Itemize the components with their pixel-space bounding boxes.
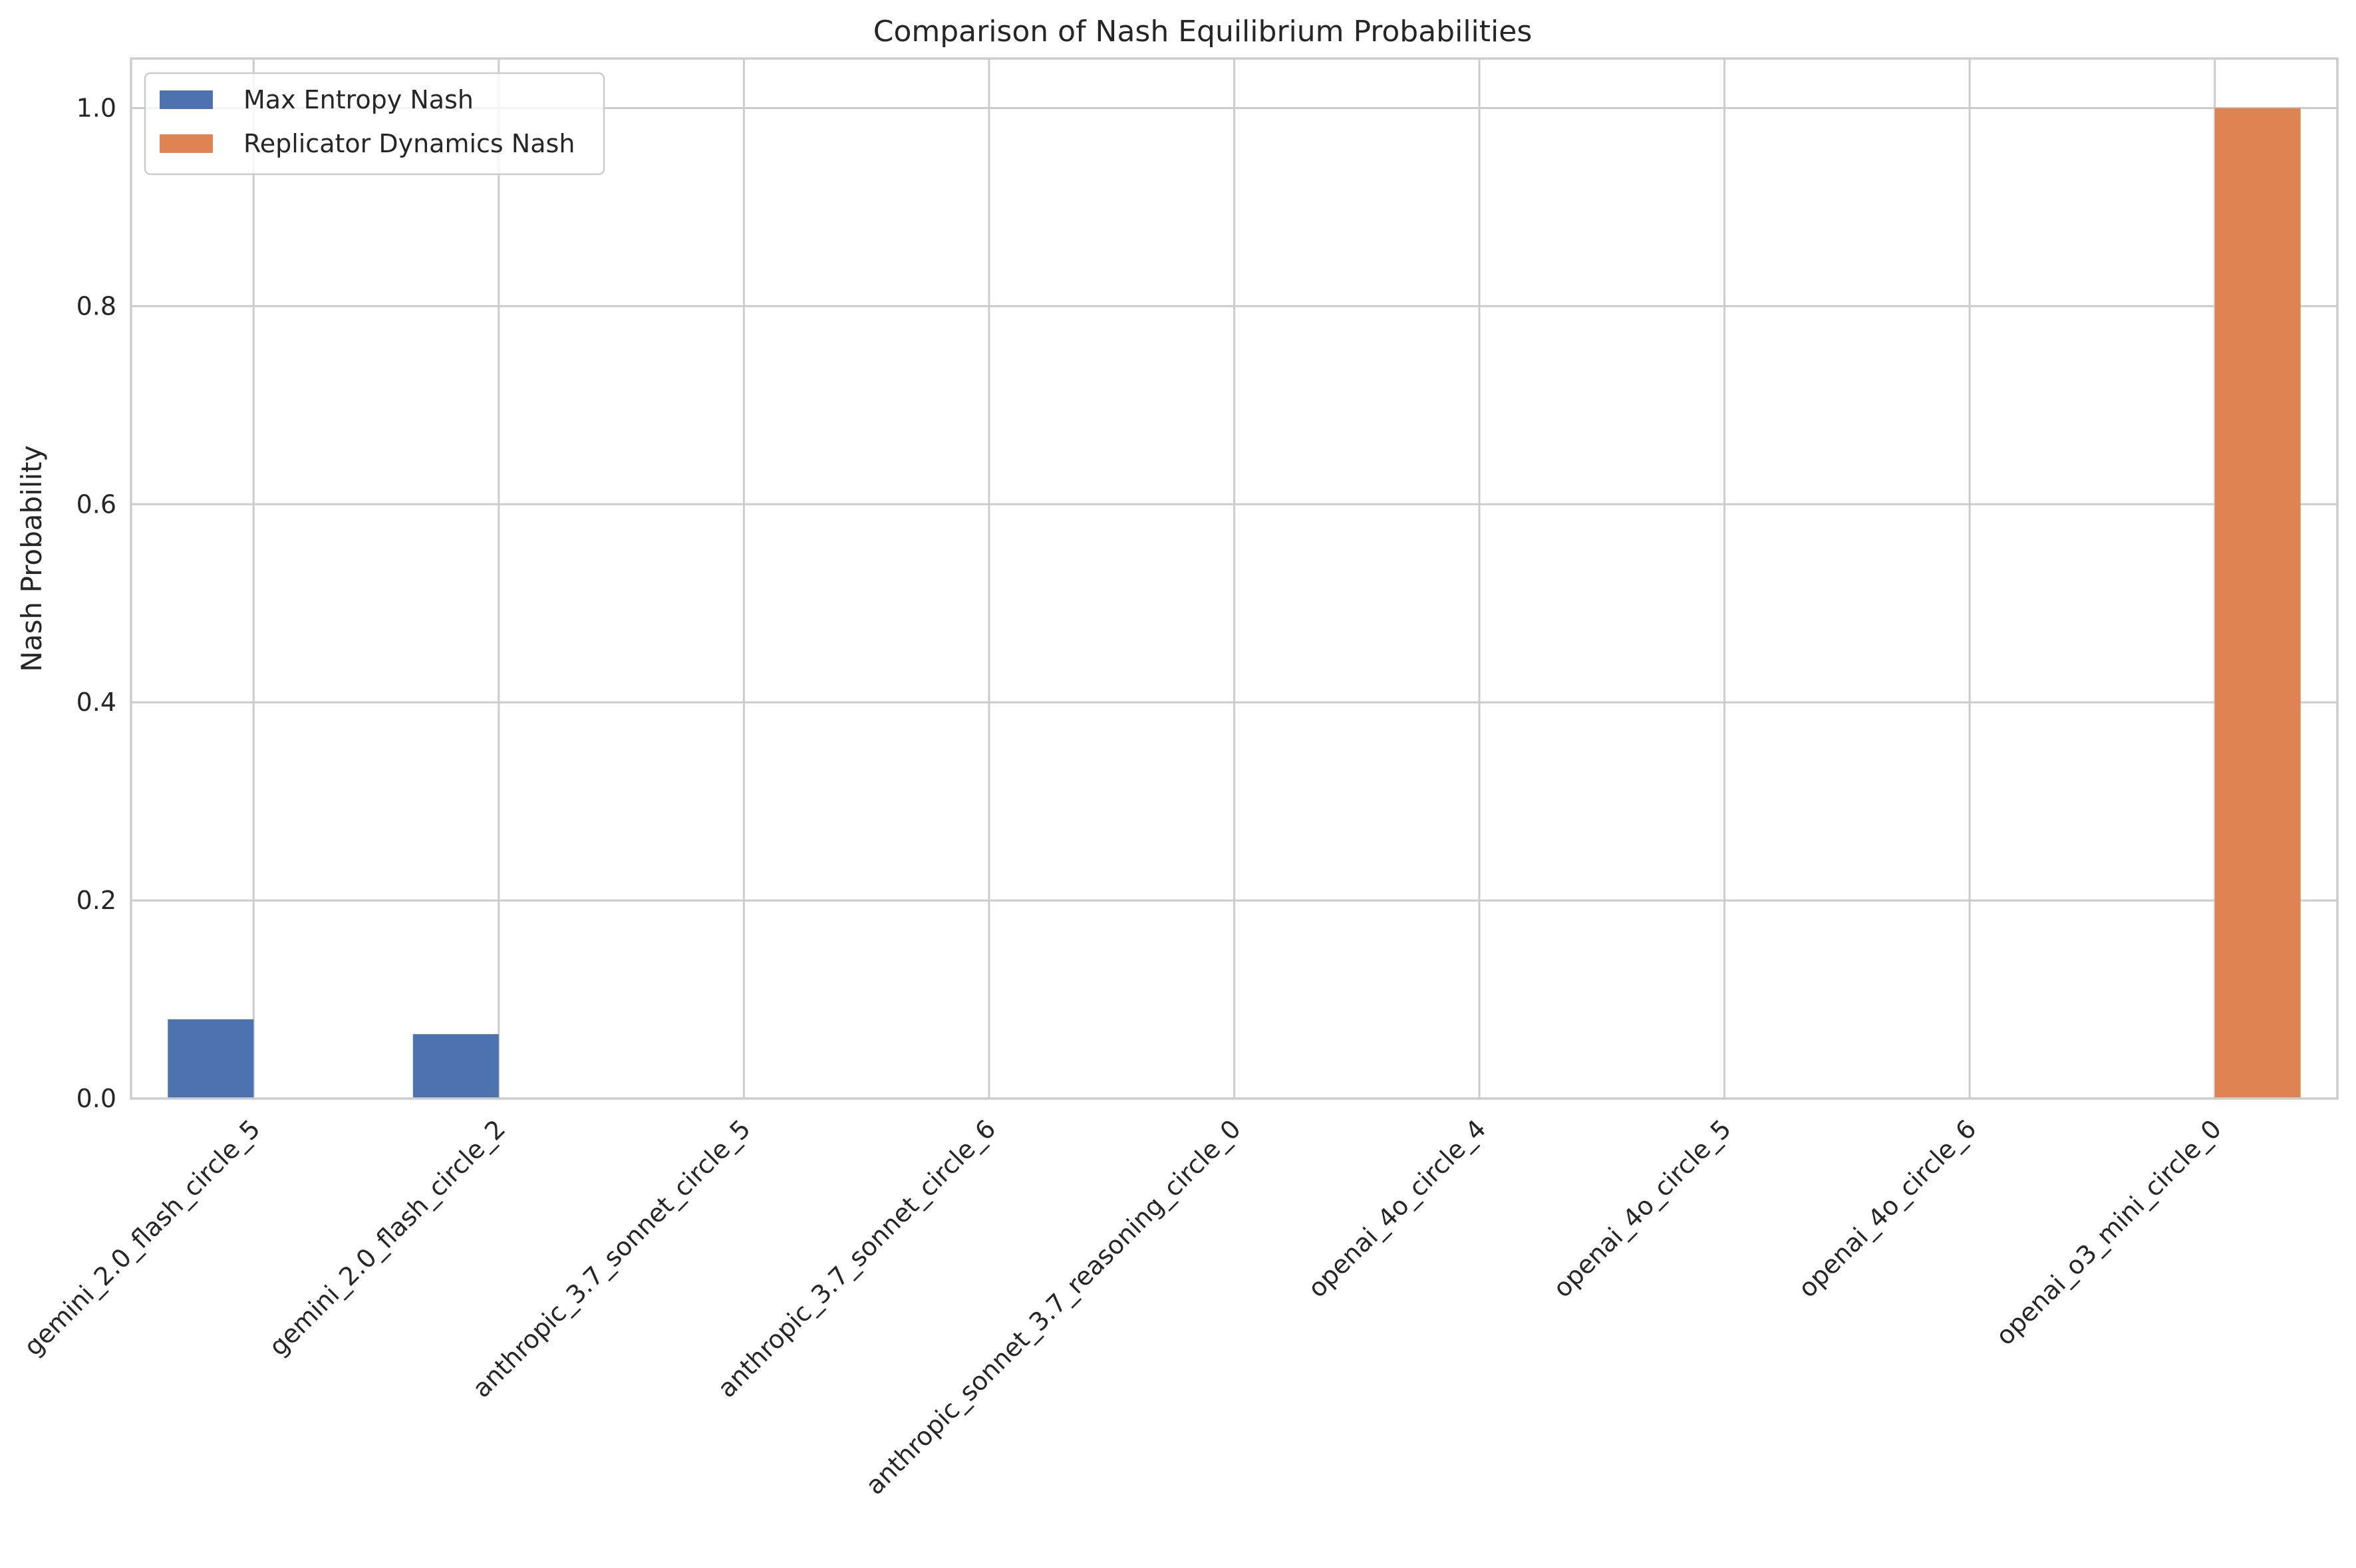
y-tick-label: 0.2 — [76, 886, 116, 915]
y-tick-label: 0.0 — [76, 1084, 116, 1113]
x-tick-label: anthropic_3.7_sonnet_circle_6 — [712, 1114, 1001, 1403]
bar-max-entropy — [168, 1019, 254, 1099]
legend: Max Entropy Nash Replicator Dynamics Nash — [144, 72, 605, 176]
plot-border — [130, 57, 2339, 1100]
bars-layer — [168, 108, 2301, 1099]
chart-title: Comparison of Nash Equilibrium Probabili… — [873, 15, 1533, 49]
legend-label: Replicator Dynamics Nash — [243, 129, 575, 158]
plot-frame — [130, 57, 2339, 1100]
x-tick-label: anthropic_3.7_sonnet_circle_5 — [467, 1114, 756, 1403]
grid-layer — [131, 59, 2337, 1100]
legend-label: Max Entropy Nash — [243, 85, 474, 114]
x-tick-labels: gemini_2.0_flash_circle_5gemini_2.0_flas… — [18, 1114, 2227, 1500]
x-tick-label: openai_o3_mini_circle_0 — [1990, 1114, 2227, 1351]
y-tick-label: 1.0 — [76, 93, 116, 122]
x-tick-label: openai_4o_circle_4 — [1302, 1114, 1492, 1303]
legend-swatch — [160, 90, 213, 109]
legend-swatch — [160, 134, 213, 153]
x-tick-label: anthropic_sonnet_3.7_reasoning_circle_0 — [860, 1114, 1247, 1500]
y-tick-label: 0.4 — [76, 688, 116, 717]
x-tick-label: openai_4o_circle_6 — [1793, 1114, 1982, 1303]
y-tick-label: 0.6 — [76, 489, 116, 519]
x-tick-label: gemini_2.0_flash_circle_2 — [263, 1114, 511, 1361]
x-tick-label: openai_4o_circle_5 — [1547, 1114, 1737, 1303]
legend-box — [144, 72, 605, 176]
x-tick-label: gemini_2.0_flash_circle_5 — [18, 1114, 265, 1361]
y-tick-labels: 0.0 0.2 0.4 0.6 0.8 1.0 — [76, 93, 116, 1113]
y-tick-label: 0.8 — [76, 291, 116, 321]
bar-max-entropy — [412, 1034, 499, 1099]
y-axis-label: Nash Probability — [15, 445, 48, 672]
bar-replicator-dynamics — [2214, 108, 2301, 1099]
